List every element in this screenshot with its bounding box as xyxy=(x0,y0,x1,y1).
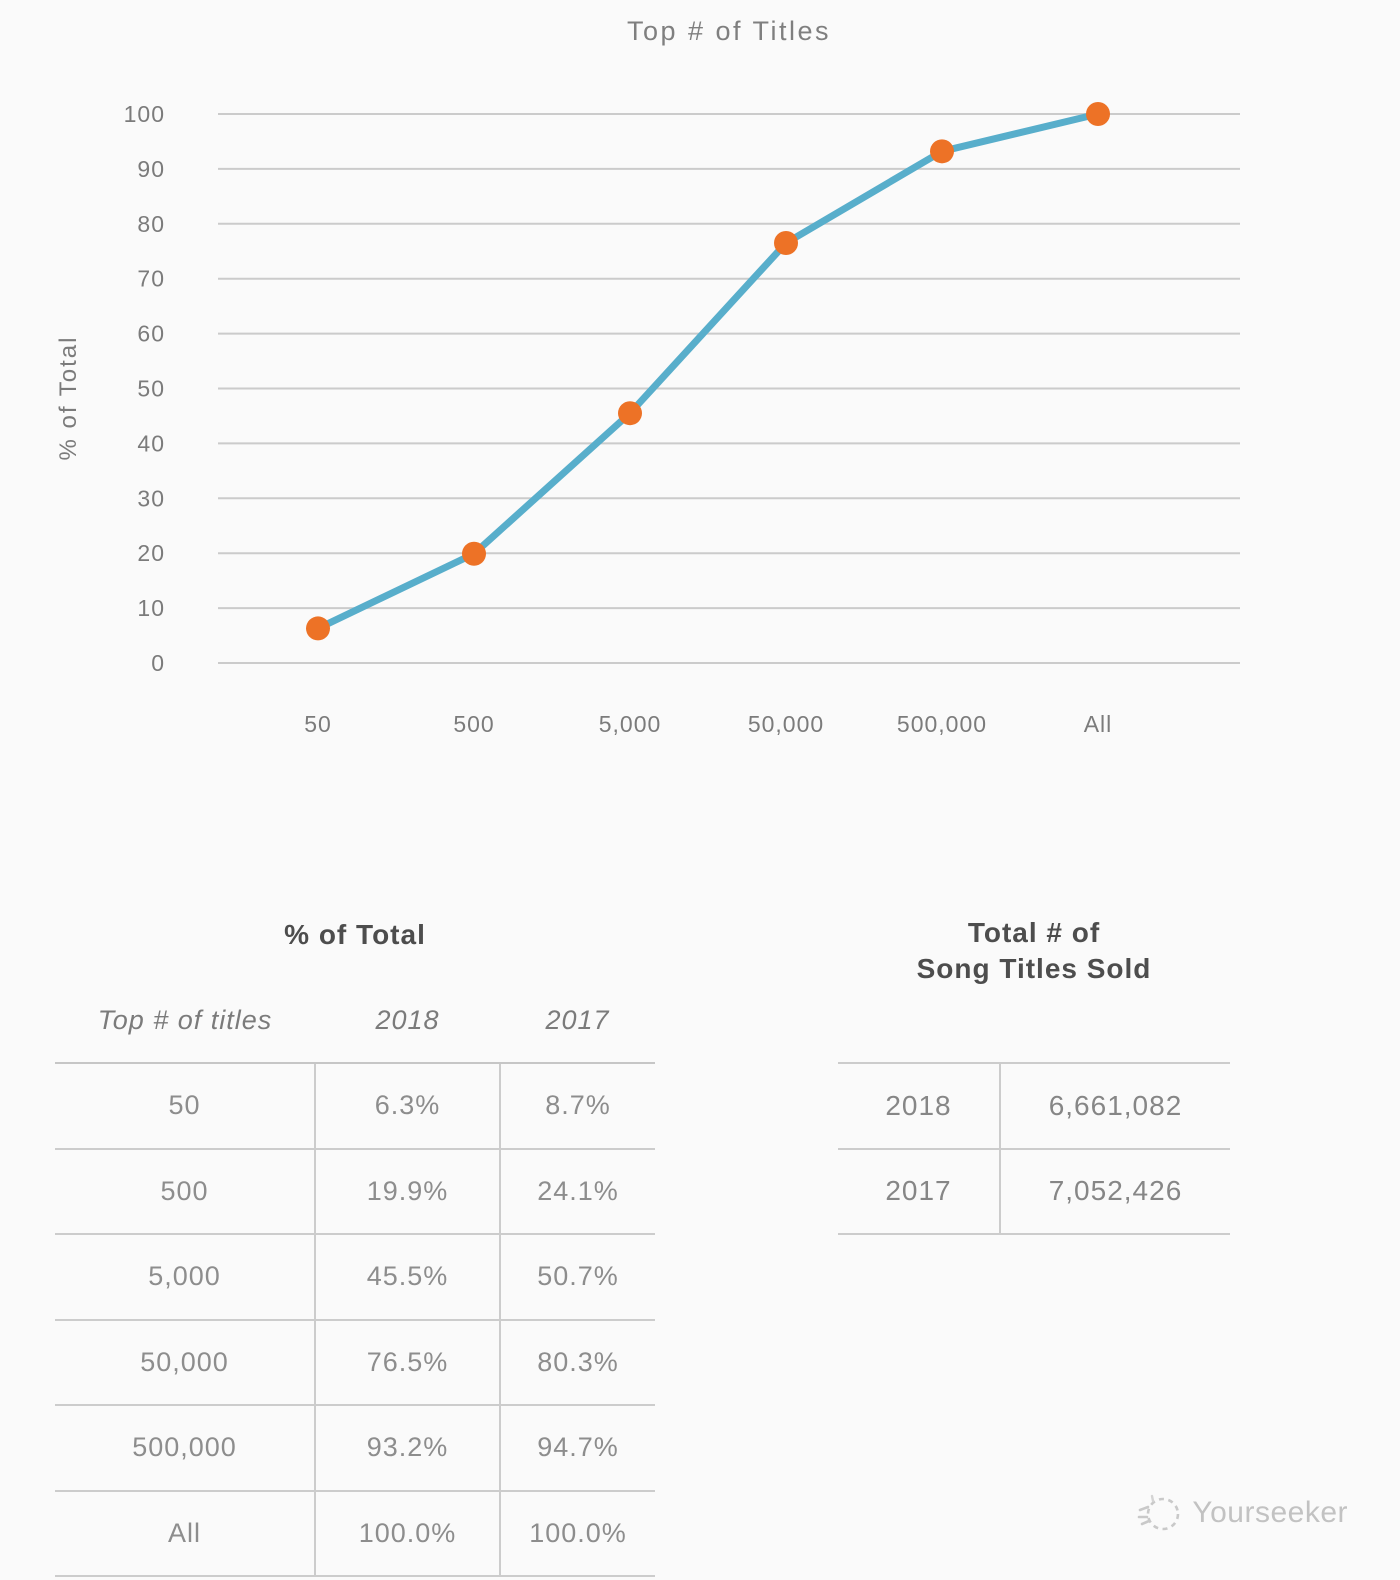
totals-table-section: Total # of Song Titles Sold 2018 6,661,08… xyxy=(838,915,1230,1235)
table-cell: 500 xyxy=(55,1148,315,1235)
table-cell: 100.0% xyxy=(499,1490,655,1577)
chart-title: Top # of Titles xyxy=(626,16,832,46)
y-tick-label: 10 xyxy=(137,595,165,621)
x-tick-label: 500,000 xyxy=(897,711,987,737)
table-row: 5,000 45.5% 50.7% xyxy=(55,1234,655,1321)
column-header-2018: 2018 xyxy=(315,983,500,1064)
y-tick-label: 20 xyxy=(137,540,165,566)
table-cell: 94.7% xyxy=(499,1405,655,1492)
table-cell: 2018 xyxy=(838,1063,1000,1150)
data-point xyxy=(306,616,330,641)
table-cell: All xyxy=(55,1490,315,1577)
table-cell: 93.2% xyxy=(314,1405,500,1492)
table-cell: 50,000 xyxy=(55,1319,315,1406)
watermark-label: Yourseeker xyxy=(1192,1496,1348,1529)
y-tick-label: 70 xyxy=(137,266,165,292)
data-point xyxy=(462,541,486,566)
data-point xyxy=(1086,102,1110,126)
table-row: 2017 7,052,426 xyxy=(838,1148,1230,1235)
table-cell: 6.3% xyxy=(314,1063,500,1150)
y-tick-label: 100 xyxy=(124,101,165,127)
column-header-top-titles: Top # of titles xyxy=(55,983,315,1064)
y-tick-label: 40 xyxy=(137,430,165,456)
totals-title-line1: Total # of xyxy=(967,917,1101,948)
table-cell: 5,000 xyxy=(55,1234,315,1321)
table-cell: 45.5% xyxy=(314,1234,500,1321)
table-cell: 8.7% xyxy=(499,1063,655,1150)
table-row: 500 19.9% 24.1% xyxy=(55,1148,655,1235)
x-tick-label: 50,000 xyxy=(748,711,824,737)
table-cell: 7,052,426 xyxy=(999,1148,1230,1235)
x-tick-label: 5,000 xyxy=(599,711,662,737)
x-tick-label: 500 xyxy=(453,711,494,737)
totals-table-title: Total # of Song Titles Sold xyxy=(838,915,1230,987)
table-cell: 50 xyxy=(55,1063,315,1150)
table-cell: 80.3% xyxy=(499,1319,655,1406)
table-row: 50 6.3% 8.7% xyxy=(55,1063,655,1150)
y-tick-label: 80 xyxy=(137,211,165,237)
yourseeker-logo-icon xyxy=(1138,1494,1180,1531)
totals-table: 2018 6,661,082 2017 7,052,426 xyxy=(838,1062,1230,1235)
table-cell: 24.1% xyxy=(499,1148,655,1235)
table-row: 50,000 76.5% 80.3% xyxy=(55,1319,655,1406)
table-cell: 500,000 xyxy=(55,1405,315,1492)
y-tick-label: 0 xyxy=(151,650,165,676)
table-row: 2018 6,661,082 xyxy=(838,1063,1230,1150)
watermark: Yourseeker xyxy=(1136,1490,1348,1536)
y-tick-label: 90 xyxy=(137,156,165,182)
table-cell: 76.5% xyxy=(314,1319,500,1406)
percent-table: Top # of titles 2018 2017 50 6.3% 8.7% 500 1… xyxy=(55,983,655,1577)
x-tick-label: 50 xyxy=(304,711,332,737)
totals-title-line2: Song Titles Sold xyxy=(916,953,1152,984)
data-point xyxy=(930,139,954,164)
y-tick-label: 60 xyxy=(137,321,165,347)
table-row: 500,000 93.2% 94.7% xyxy=(55,1405,655,1492)
table-cell: 2017 xyxy=(838,1148,1000,1235)
table-cell: 100.0% xyxy=(314,1490,500,1577)
x-tick-label: All xyxy=(1084,711,1113,737)
data-point xyxy=(774,231,798,256)
y-tick-label: 50 xyxy=(137,376,165,402)
table-cell: 6,661,082 xyxy=(999,1063,1230,1150)
data-point xyxy=(618,401,642,426)
percent-table-section: % of Total Top # of titles 2018 2017 50 6… xyxy=(55,915,655,1577)
y-tick-label: 30 xyxy=(137,485,165,511)
percent-table-header-row: Top # of titles 2018 2017 xyxy=(55,983,655,1064)
table-cell: 50.7% xyxy=(499,1234,655,1321)
column-header-2017: 2017 xyxy=(500,983,655,1064)
y-axis-title: % of Total xyxy=(55,336,82,461)
table-cell: 19.9% xyxy=(314,1148,500,1235)
series-line-2018 xyxy=(314,110,1102,632)
percent-table-title: % of Total xyxy=(284,919,426,950)
table-row: All 100.0% 100.0% xyxy=(55,1490,655,1577)
line-chart-canvas: 0 10 20 30 40 50 60 70 80 90 100 50 500 5,000 50,000 50… xyxy=(55,101,1240,737)
